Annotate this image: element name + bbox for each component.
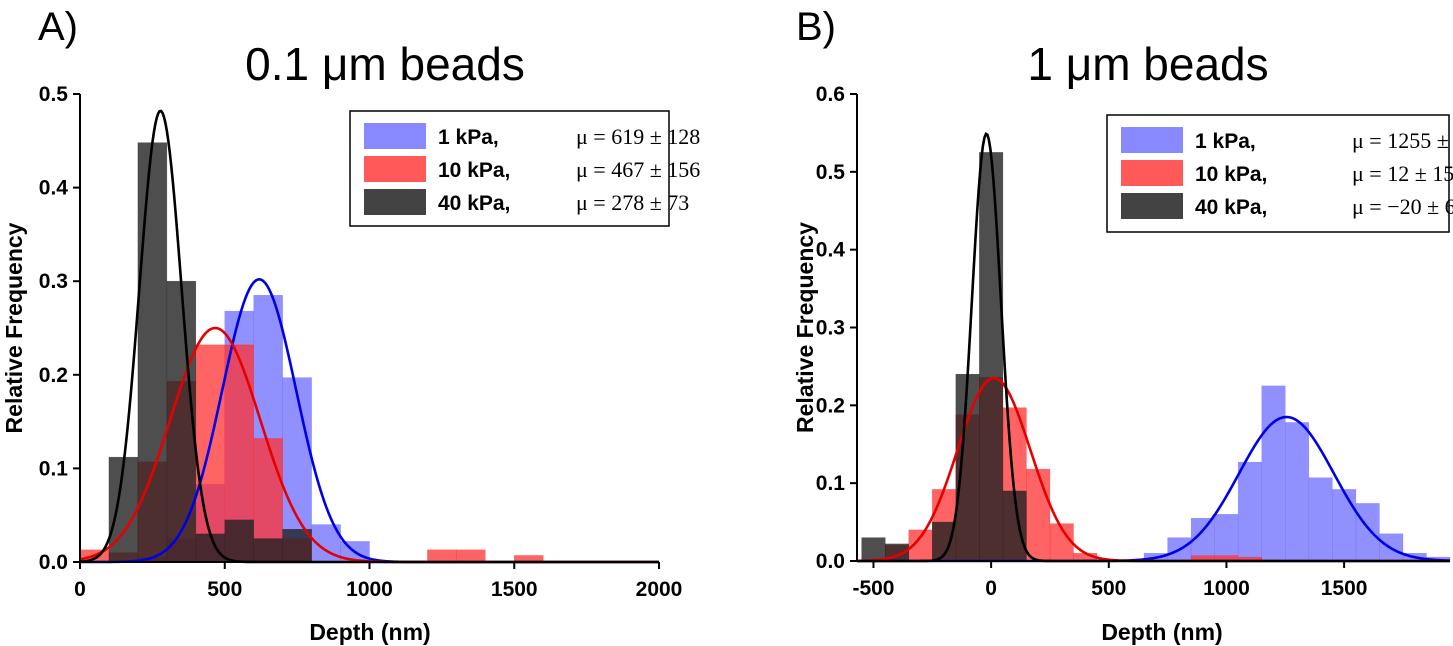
histogram-bar	[1237, 461, 1262, 562]
legend-stat: μ = 619 ± 128	[576, 124, 700, 149]
legend-item: 40 kPa, μ = −20 ± 62	[1121, 193, 1453, 219]
y-tick-label: 0.2	[816, 394, 845, 417]
legend: 1 kPa, μ = 619 ± 128 10 kPa, μ = 467 ± 156 4…	[349, 110, 700, 227]
y-tick-label: 0.2	[39, 364, 68, 387]
x-tick-label: 1500	[491, 578, 538, 601]
y-tick-label: 0.4	[39, 177, 69, 200]
legend-stat: μ = 12 ± 155	[1352, 161, 1453, 186]
histogram-bar	[1026, 468, 1051, 562]
legend-item: 1 kPa, μ = 1255 ± 202	[1121, 127, 1453, 153]
legend-swatch	[1121, 160, 1183, 186]
x-tick-label: 0	[985, 577, 997, 600]
x-tick-label: 0	[74, 578, 86, 601]
chart-title: 0.1 μm beads	[245, 38, 525, 90]
legend-swatch	[364, 123, 426, 149]
legend-stat: μ = 278 ± 73	[576, 190, 689, 215]
legend-swatch	[1121, 193, 1183, 219]
legend-swatch	[364, 156, 426, 182]
y-tick-label: 0.3	[39, 270, 68, 293]
chart-title: 1 μm beads	[1027, 38, 1268, 90]
y-tick-label: 0.1	[39, 457, 69, 480]
histogram-bar	[166, 280, 197, 563]
legend-label: 1 kPa,	[1195, 130, 1256, 153]
legend: 1 kPa, μ = 1255 ± 202 10 kPa, μ = 12 ± 155 4…	[1106, 114, 1453, 233]
legend-item: 40 kPa, μ = 278 ± 73	[364, 189, 689, 215]
y-axis-label: Relative Frequency	[792, 222, 818, 433]
x-tick-label: -500	[852, 577, 894, 600]
legend-item: 1 kPa, μ = 619 ± 128	[364, 123, 700, 149]
histogram-bar	[224, 519, 254, 563]
histogram-bar	[1308, 477, 1333, 562]
x-axis-label: Depth (nm)	[1101, 619, 1222, 645]
legend-label: 1 kPa,	[438, 126, 499, 149]
legend-stat: μ = 467 ± 156	[576, 157, 700, 182]
legend-stat: μ = −20 ± 62	[1352, 194, 1453, 219]
y-axis-label: Relative Frequency	[1, 222, 27, 433]
y-tick-label: 0.1	[816, 472, 846, 495]
panel-label: A)	[38, 5, 78, 49]
legend-label: 10 kPa,	[438, 159, 510, 182]
histogram-bar	[282, 528, 312, 563]
histogram-bar	[195, 533, 226, 563]
x-tick-label: 1500	[1321, 577, 1368, 600]
x-axis-label: Depth (nm)	[309, 619, 430, 645]
legend-item: 10 kPa, μ = 12 ± 155	[1121, 160, 1453, 186]
legend-item: 10 kPa, μ = 467 ± 156	[364, 156, 700, 182]
x-tick-label: 2000	[636, 578, 683, 601]
legend-label: 10 kPa,	[1195, 163, 1267, 186]
legend-swatch	[1121, 127, 1183, 153]
series-1-kpa	[1143, 385, 1451, 562]
y-tick-label: 0.0	[39, 551, 68, 574]
histogram-bar	[456, 549, 486, 563]
y-tick-label: 0.6	[816, 83, 845, 106]
legend-stat: μ = 1255 ± 202	[1352, 128, 1453, 153]
histogram-bar	[1332, 489, 1357, 562]
histogram-bar	[1214, 514, 1239, 562]
histogram-bar	[861, 537, 886, 562]
x-tick-label: 1000	[1203, 577, 1250, 600]
x-tick-label: 1000	[346, 578, 393, 601]
legend-swatch	[364, 189, 426, 215]
y-tick-label: 0.0	[816, 550, 845, 573]
histogram-bar	[1261, 385, 1286, 562]
histogram-bar	[253, 538, 283, 563]
y-tick-label: 0.5	[816, 161, 846, 184]
y-tick-label: 0.4	[816, 239, 846, 262]
y-tick-label: 0.3	[816, 317, 845, 340]
panel-label: B)	[796, 5, 836, 49]
chart-panel-b: B) 1 μm beads -500 0 500 1000 1500 0.0 0.1 0.2 0.3…	[792, 5, 1453, 645]
histogram-bar	[979, 152, 1004, 562]
x-tick-label: 500	[207, 578, 242, 601]
histogram-bar	[427, 549, 457, 563]
x-tick-label: 500	[1091, 577, 1126, 600]
histogram-bar	[1285, 422, 1310, 562]
legend-label: 40 kPa,	[1195, 196, 1267, 219]
chart-panel-a: A) 0.1 μm beads 0 500 1000 1500 2000 0.0 0.1 0.2 0…	[1, 5, 700, 645]
legend-label: 40 kPa,	[438, 192, 510, 215]
y-tick-label: 0.5	[39, 83, 69, 106]
histogram-bar	[1355, 503, 1380, 562]
